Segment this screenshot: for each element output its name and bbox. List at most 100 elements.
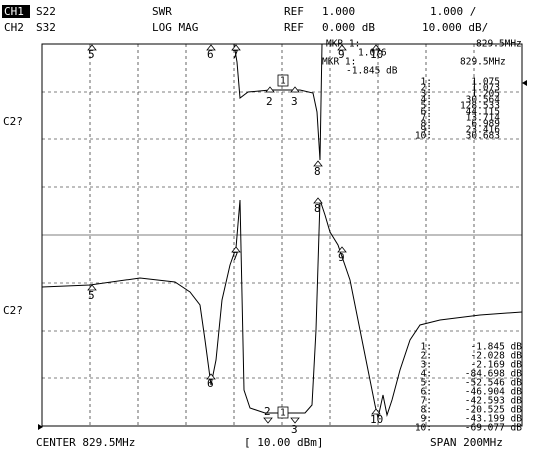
marker-number: 8 bbox=[314, 165, 321, 178]
marker-value: 1.073 bbox=[471, 83, 500, 94]
marker-number: 9 bbox=[338, 48, 345, 61]
marker-index: 10: bbox=[415, 131, 432, 142]
marker bbox=[371, 44, 381, 51]
ch1-scale: 1.000 / bbox=[430, 5, 476, 18]
marker-value: 23.416 bbox=[466, 125, 501, 136]
marker-index: 10: bbox=[415, 423, 432, 434]
marker bbox=[313, 197, 323, 204]
marker-value: -1.845 dB bbox=[471, 342, 523, 353]
marker-value: -2.169 dB bbox=[471, 360, 523, 371]
mkr-freq: 829.5MHz bbox=[476, 39, 522, 50]
marker bbox=[263, 417, 273, 424]
center-freq: CENTER 829.5MHz bbox=[36, 436, 135, 449]
ch1-ref-label: REF bbox=[284, 5, 304, 18]
marker-index: 5: bbox=[421, 101, 432, 112]
marker-index: 6: bbox=[421, 107, 432, 118]
marker-value: -52.546 dB bbox=[465, 378, 522, 389]
ch1-format: SWR bbox=[152, 5, 172, 18]
ch1-badge bbox=[2, 5, 30, 18]
marker bbox=[231, 246, 241, 253]
marker bbox=[371, 408, 381, 415]
marker bbox=[231, 44, 241, 51]
marker-number: 3 bbox=[291, 95, 298, 108]
marker-value: 128.533 bbox=[460, 101, 500, 112]
ch2-trace bbox=[41, 199, 523, 419]
active-marker bbox=[277, 74, 289, 87]
marker-value: -20.525 dB bbox=[465, 405, 522, 416]
marker-number: 2 bbox=[264, 405, 271, 418]
marker-value: -69.077 dB bbox=[465, 423, 522, 434]
marker-index: 7: bbox=[421, 113, 432, 124]
graticule bbox=[38, 43, 527, 430]
marker bbox=[87, 284, 97, 291]
marker-index: 4: bbox=[421, 95, 432, 106]
marker bbox=[337, 44, 347, 51]
ch1-ref: 1.000 bbox=[322, 5, 355, 18]
marker-value: 44.115 bbox=[466, 107, 500, 118]
marker-number: 9 bbox=[338, 251, 345, 264]
marker-index: 8: bbox=[421, 405, 432, 416]
mkr-label: MKR 1: bbox=[322, 57, 356, 68]
marker-number: 3 bbox=[291, 423, 298, 436]
marker-index: 5: bbox=[421, 378, 432, 389]
ch2-ref: 0.000 dB bbox=[322, 21, 375, 34]
marker-number: 1 bbox=[280, 408, 286, 419]
marker-value: -46.904 dB bbox=[465, 387, 522, 398]
marker-index: 1: bbox=[421, 77, 432, 88]
ch1-name: CH1 bbox=[4, 5, 24, 18]
ref-pointer bbox=[522, 80, 527, 86]
marker-index: 9: bbox=[421, 414, 432, 425]
marker-index: 9: bbox=[421, 125, 432, 136]
marker-number: 5 bbox=[88, 48, 95, 61]
side-label: C2? bbox=[3, 304, 23, 317]
marker-number: 6 bbox=[207, 48, 214, 61]
marker-index: 6: bbox=[421, 387, 432, 398]
marker-index: 1: bbox=[421, 342, 432, 353]
marker-value: -84.698 dB bbox=[465, 369, 522, 380]
marker-number: 7 bbox=[232, 48, 239, 61]
mkr-label: MKR 1: bbox=[326, 39, 360, 50]
mkr-value: 1.076 bbox=[358, 48, 387, 59]
marker bbox=[206, 373, 216, 380]
marker-number: 6 bbox=[207, 377, 214, 390]
marker-index: 3: bbox=[421, 89, 432, 100]
source-power: [ 10.00 dBm] bbox=[244, 436, 323, 449]
ref-pointer bbox=[38, 424, 43, 430]
marker-index: 3: bbox=[421, 360, 432, 371]
marker-value: -43.199 dB bbox=[465, 414, 522, 425]
marker bbox=[87, 44, 97, 51]
ch1-trace bbox=[42, 43, 522, 161]
marker-value: 1.075 bbox=[471, 77, 500, 88]
marker bbox=[265, 86, 275, 93]
trace-markers: 1 2 3 5 6 7 5 6 7 8 8 9 9 10 10 2 1 3 bbox=[87, 44, 383, 436]
marker-number: 2 bbox=[266, 95, 273, 108]
marker-value: 30.683 bbox=[466, 131, 500, 142]
marker-value: -2.028 dB bbox=[471, 351, 523, 362]
marker bbox=[313, 160, 323, 167]
mkr-freq: 829.5MHz bbox=[460, 57, 506, 68]
marker-number: 8 bbox=[314, 202, 321, 215]
marker-number: 5 bbox=[88, 289, 95, 302]
marker-index: 4: bbox=[421, 369, 432, 380]
ch1-param: S22 bbox=[36, 5, 56, 18]
marker-index: 8: bbox=[421, 119, 432, 130]
active-marker bbox=[277, 406, 289, 419]
marker bbox=[290, 86, 300, 93]
marker bbox=[290, 417, 300, 424]
ch2-ref-label: REF bbox=[284, 21, 304, 34]
marker-index: 2: bbox=[421, 351, 432, 362]
mkr-value: -1.845 dB bbox=[346, 66, 398, 77]
marker bbox=[337, 246, 347, 253]
marker-number: 1 bbox=[280, 76, 286, 87]
marker bbox=[206, 44, 216, 51]
marker-value: 1.205 bbox=[471, 89, 500, 100]
marker-value: 13.714 bbox=[466, 113, 501, 124]
marker-number: 7 bbox=[232, 250, 239, 263]
ch2-param: S32 bbox=[36, 21, 56, 34]
span: SPAN 200MHz bbox=[430, 436, 503, 449]
ch2-scale: 10.000 dB/ bbox=[422, 21, 488, 34]
marker-number: 10 bbox=[370, 48, 383, 61]
marker-number: 10 bbox=[370, 413, 383, 426]
